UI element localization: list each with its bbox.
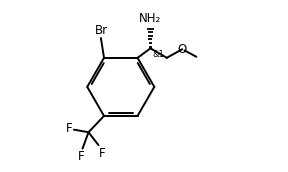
Text: F: F <box>66 122 73 135</box>
Text: NH₂: NH₂ <box>139 12 162 25</box>
Text: F: F <box>78 150 85 163</box>
Text: F: F <box>99 147 106 159</box>
Text: O: O <box>178 43 187 56</box>
Text: Br: Br <box>95 24 108 37</box>
Text: &1: &1 <box>153 50 164 59</box>
